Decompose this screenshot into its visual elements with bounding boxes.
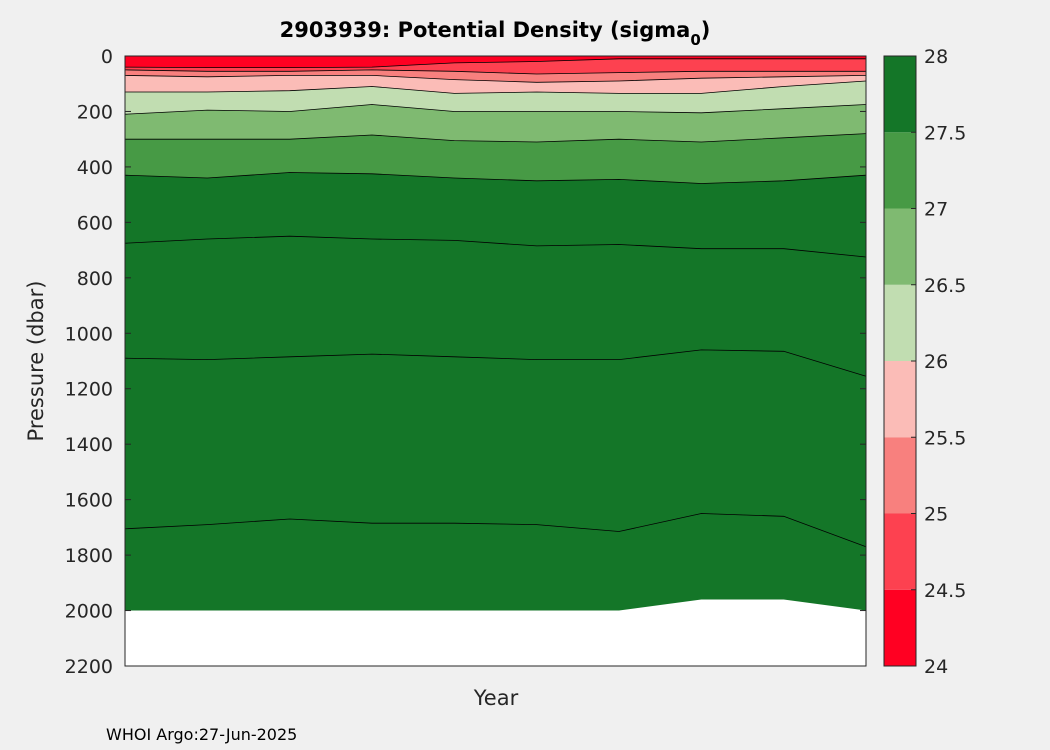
colorbar-segment [884, 132, 916, 209]
colorbar-segment [884, 513, 916, 590]
y-tick-label: 2000 [65, 601, 113, 623]
colorbar-tick-label: 28 [924, 46, 948, 68]
colorbar-segment [884, 437, 916, 514]
colorbar-tick-label: 25.5 [924, 427, 966, 449]
contour-band-2 [125, 69, 866, 83]
contour-line-8 [124, 349, 867, 377]
contour-band-deep [125, 513, 866, 611]
y-tick-label: 2200 [65, 656, 113, 678]
plot-frame [124, 55, 867, 667]
y-tick-label: 400 [77, 157, 113, 179]
colorbar: 24 24.5 25 25.5 26 26.5 27 27.5 28 [883, 46, 966, 678]
y-tick-label: 600 [77, 212, 113, 234]
contour-line-5 [125, 133, 867, 143]
y-tick-label: 1800 [65, 545, 113, 567]
contour-band-4 [125, 81, 866, 115]
chart-title: 2903939: Potential Density (sigma0) [280, 18, 711, 49]
x-axis-label: Year [473, 686, 519, 710]
colorbar-segment [884, 361, 916, 438]
y-tick-label: 1000 [65, 323, 113, 345]
plot-area [124, 55, 867, 667]
footer-credit: WHOI Argo:27-Jun-2025 [106, 725, 298, 744]
contour-line-6 [124, 172, 867, 184]
y-tick-label: 1400 [65, 434, 113, 456]
title-main: 2903939: Potential Density (sigma [280, 18, 691, 42]
y-axis: 0 200 400 600 800 1000 1200 1400 1600 1800 2000 220… [65, 46, 866, 678]
colorbar-tick-label: 25 [924, 504, 948, 526]
colorbar-segment [884, 284, 916, 361]
contour-band-5 [125, 104, 866, 142]
title-subscript: 0 [690, 31, 700, 49]
y-tick-label: 1600 [65, 490, 113, 512]
contour-line-7 [124, 235, 867, 258]
colorbar-tick-label: 26 [924, 351, 948, 373]
y-tick-label: 0 [101, 46, 113, 68]
colorbar-segment [884, 208, 916, 285]
contour-band-1 [125, 58, 866, 74]
y-tick-label: 1200 [65, 379, 113, 401]
title-end: ) [701, 18, 711, 42]
contour-line-1 [124, 69, 866, 75]
contour-band-9 [125, 349, 866, 547]
contour-band-6 [125, 133, 866, 184]
colorbar-tick-label: 27.5 [924, 122, 966, 144]
contour-band-8 [125, 236, 866, 377]
y-tick-label: 200 [77, 101, 113, 123]
colorbar-tick-label: 26.5 [924, 275, 966, 297]
contour-line-0 [124, 58, 866, 68]
contour-line-4 [124, 104, 867, 115]
contour-line-3 [125, 80, 867, 94]
contour-band-7 [125, 172, 866, 257]
contour-line-2 [124, 75, 867, 83]
y-tick-label: 800 [77, 268, 113, 290]
colorbar-segment [884, 589, 916, 666]
contour-band-3 [125, 75, 866, 94]
y-axis-label: Pressure (dbar) [24, 281, 48, 442]
colorbar-tick-label: 27 [924, 199, 948, 221]
colorbar-tick-label: 24 [924, 656, 948, 678]
contour-line-9 [124, 513, 867, 548]
colorbar-tick-label: 24.5 [924, 580, 966, 602]
colorbar-segment [884, 56, 916, 133]
